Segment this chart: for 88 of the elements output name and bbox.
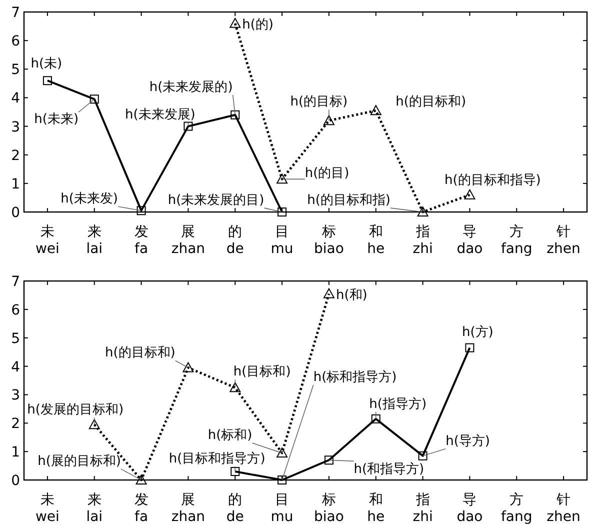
point xyxy=(136,474,147,484)
annotation: h(标和指导方) xyxy=(313,369,397,385)
annotation: h(和) xyxy=(336,288,368,303)
annotation: h(的目) xyxy=(304,166,350,182)
x-tick-label: 发 fa xyxy=(134,492,148,525)
annotation: h(指导方) xyxy=(369,396,427,412)
annotation: h(和指导方) xyxy=(354,461,424,478)
annotation: h(未来发展) xyxy=(125,107,196,122)
y-tick-label: 3 xyxy=(11,388,20,404)
y-tick-label: 2 xyxy=(11,416,20,432)
y-tick-label: 1 xyxy=(11,176,20,192)
annotation: h(目标和) xyxy=(233,364,291,380)
x-tick-label: 展 zhan xyxy=(171,224,206,257)
x-tick-label: 导 dao xyxy=(456,492,483,525)
y-tick-label: 1 xyxy=(11,444,20,461)
point xyxy=(88,419,100,430)
y-tick-label: 6 xyxy=(11,302,20,318)
point xyxy=(464,189,476,200)
annotation: h(的目标和指导) xyxy=(444,172,541,188)
point xyxy=(182,362,194,372)
x-tick-label: 方 fang xyxy=(500,492,532,525)
y-tick-label: 5 xyxy=(11,330,20,347)
x-tick-label: 的 de xyxy=(226,492,244,525)
point xyxy=(370,105,382,116)
annotation: h(展的目标和) xyxy=(38,454,121,469)
x-tick-label: 标 biao xyxy=(314,224,344,257)
x-tick-label: 展 zhan xyxy=(171,492,206,525)
x-tick-label: 未 wei xyxy=(35,224,60,257)
y-tick-label: 7 xyxy=(11,5,20,21)
annotation: h(的目标和) xyxy=(105,346,176,361)
annotation: h(标和) xyxy=(208,428,252,443)
annotation: h(的目标) xyxy=(290,94,348,110)
y-tick-label: 5 xyxy=(11,62,20,78)
x-tick-label: 来 lai xyxy=(86,224,103,257)
y-tick-label: 0 xyxy=(11,473,20,489)
y-tick-label: 0 xyxy=(11,205,20,221)
annotation: h(目标和指导方) xyxy=(168,450,266,466)
x-tick-label: 和 he xyxy=(367,492,385,525)
x-tick-label: 目 mu xyxy=(270,224,294,257)
point xyxy=(230,110,240,120)
point xyxy=(324,456,334,465)
y-tick-label: 2 xyxy=(11,148,20,164)
x-tick-label: 发 fa xyxy=(134,224,148,257)
y-tick-label: 6 xyxy=(11,34,20,50)
point xyxy=(276,447,288,458)
x-tick-label: 方 fang xyxy=(500,224,532,257)
x-tick-label: 针 zhen xyxy=(546,492,580,525)
y-tick-label: 3 xyxy=(11,119,20,136)
annotation: h(的) xyxy=(242,17,274,32)
x-tick-label: 目 mu xyxy=(270,492,294,525)
annotation: h(未来发) xyxy=(60,192,118,207)
point xyxy=(323,115,334,126)
x-tick-label: 指 zhi xyxy=(412,492,433,525)
point xyxy=(230,382,241,392)
x-tick-label: 针 zhen xyxy=(546,224,580,257)
annotation: h(未来发展的) xyxy=(149,80,233,95)
annotation: h(的目标和指) xyxy=(307,193,390,208)
x-tick-label: 指 zhi xyxy=(412,224,433,257)
annotation: h(发展的目标和) xyxy=(27,402,124,418)
annotation: h(未来) xyxy=(34,112,79,128)
point xyxy=(278,476,287,484)
point xyxy=(417,206,428,216)
annotation: h(导方) xyxy=(446,432,490,449)
annotation: h(的目标和) xyxy=(396,94,466,110)
annotation: h(方) xyxy=(462,324,494,340)
y-tick-label: 4 xyxy=(11,90,20,107)
x-tick-label: 未 wei xyxy=(35,492,60,525)
point xyxy=(230,466,240,476)
point xyxy=(42,76,52,86)
x-tick-label: 标 biao xyxy=(314,492,344,525)
annotation: h(未来发展的目) xyxy=(168,193,264,208)
point xyxy=(465,343,474,352)
x-tick-label: 来 lai xyxy=(86,492,103,525)
point xyxy=(371,414,380,424)
point xyxy=(230,18,241,28)
point xyxy=(418,451,428,460)
point xyxy=(276,174,288,184)
point xyxy=(136,206,146,216)
annotation: h(未) xyxy=(30,56,62,72)
x-tick-label: 的 de xyxy=(226,224,244,257)
point xyxy=(323,288,334,298)
point xyxy=(278,208,287,216)
y-tick-label: 4 xyxy=(11,359,20,376)
x-tick-label: 导 dao xyxy=(456,224,483,257)
point xyxy=(90,94,99,104)
point xyxy=(184,122,193,131)
x-tick-label: 和 he xyxy=(367,224,385,257)
y-tick-label: 7 xyxy=(11,274,20,290)
